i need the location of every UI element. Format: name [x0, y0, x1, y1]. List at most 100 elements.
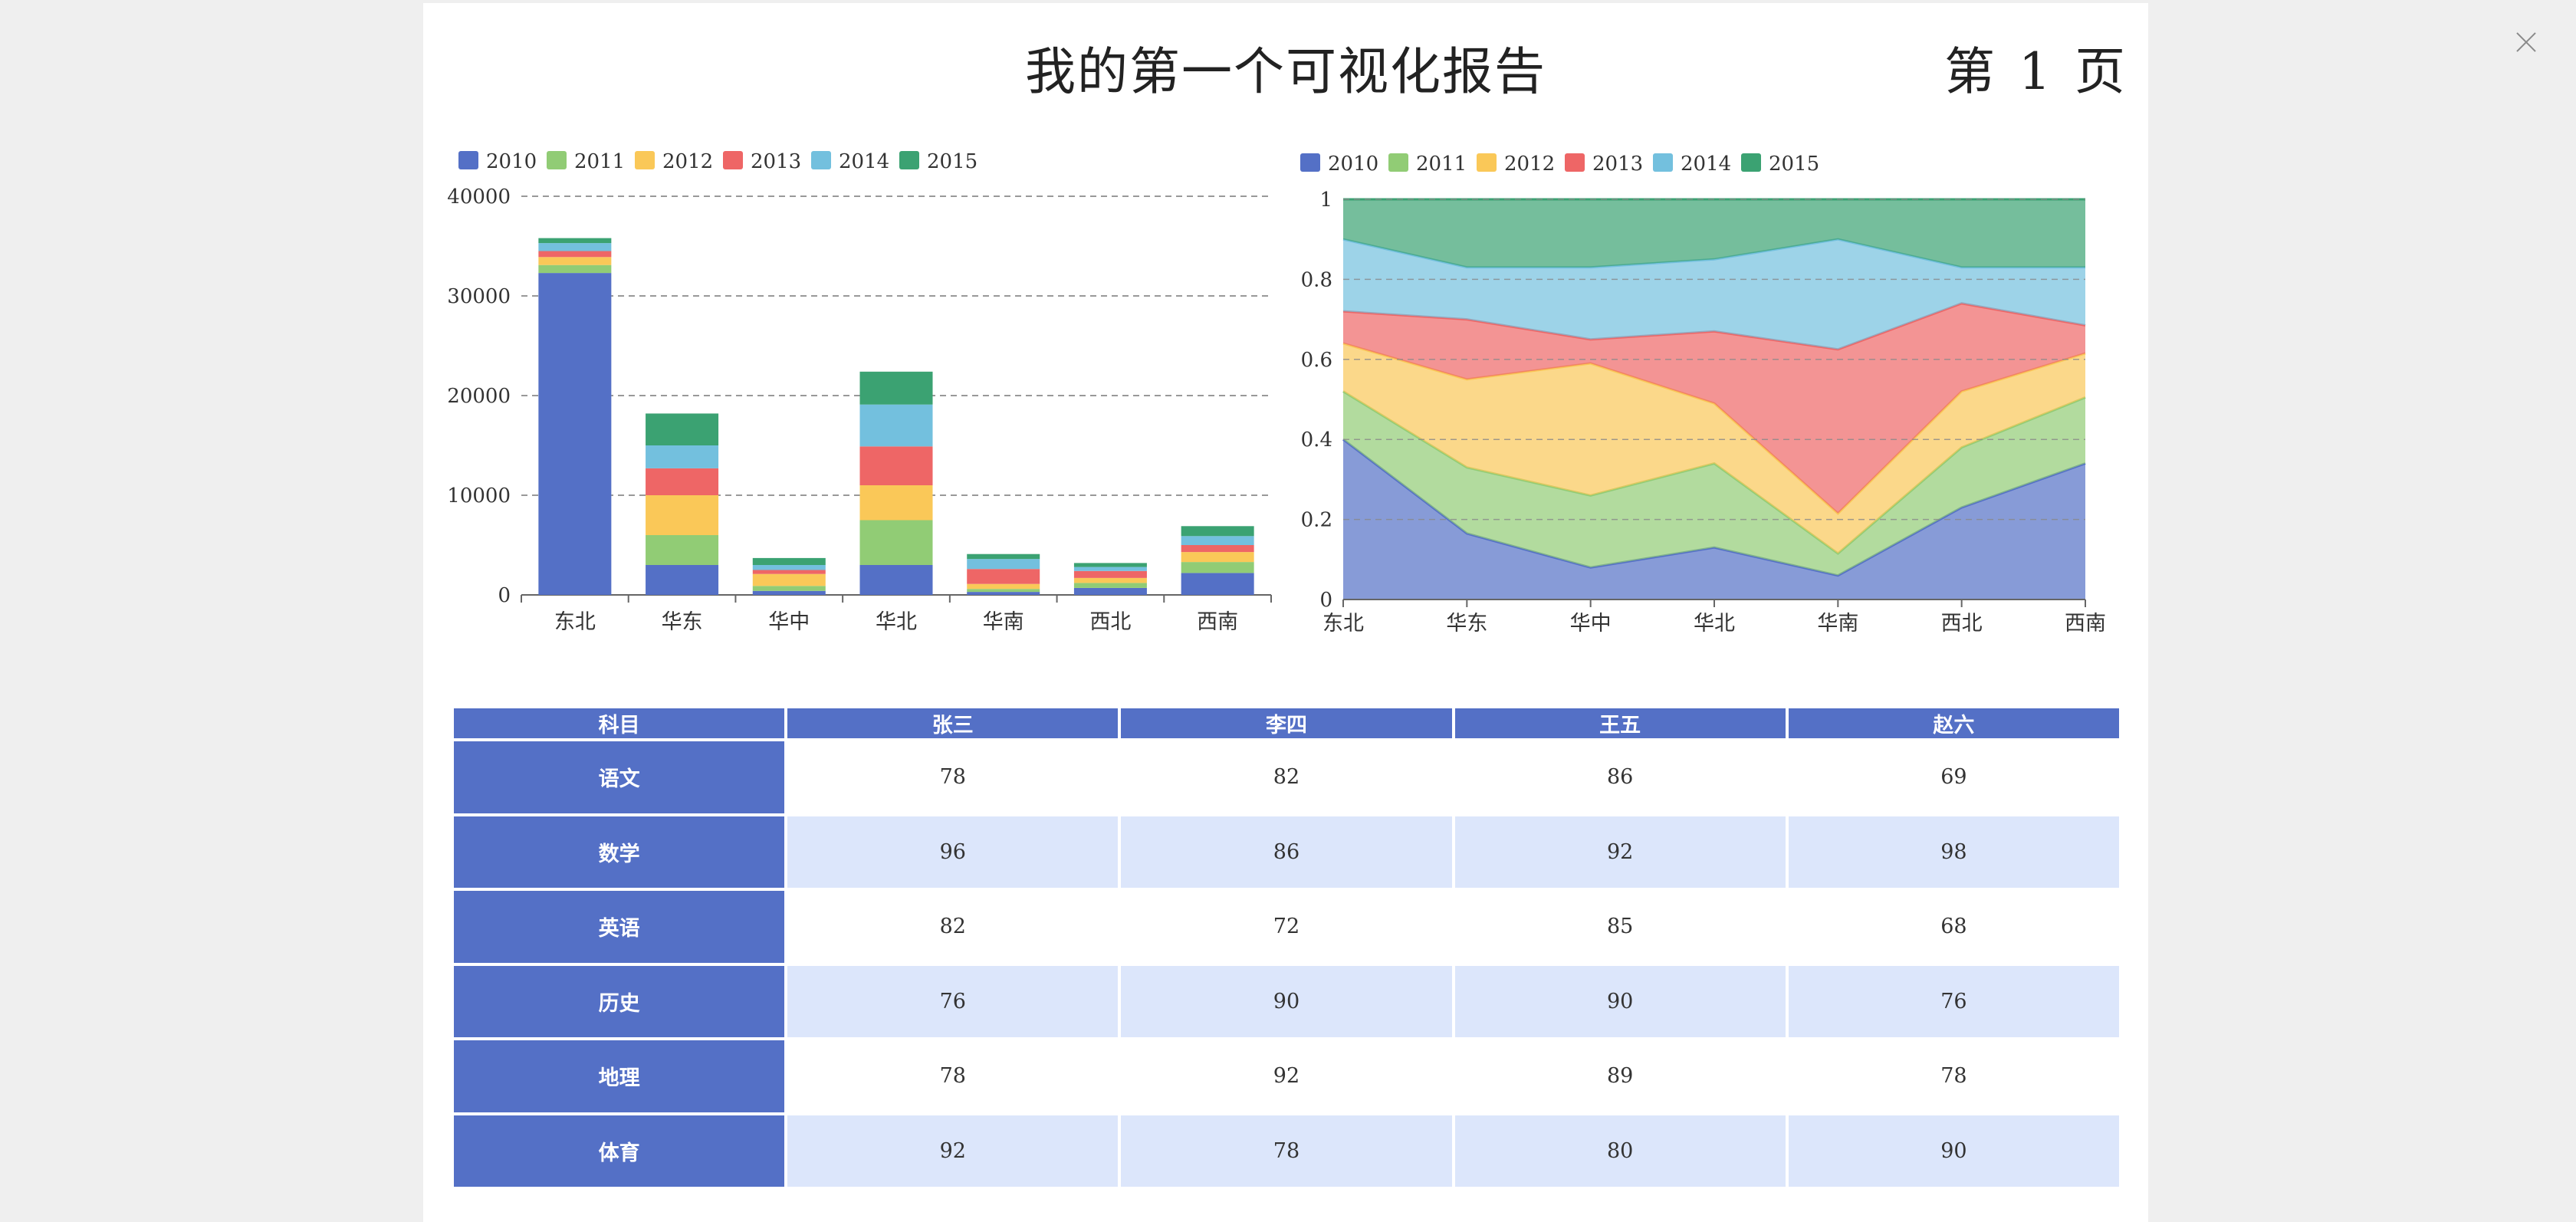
- table-row: 语文 78 82 86 69: [450, 738, 2123, 816]
- bar-segment: [646, 495, 719, 535]
- table-header-row: 科目 张三 李四 王五 赵六: [450, 705, 2123, 741]
- bar-segment: [1181, 562, 1254, 573]
- x-tick-label: 西北: [1089, 610, 1131, 634]
- bar-segment: [646, 535, 719, 565]
- score-cell: 76: [1785, 962, 2123, 1040]
- area-series: [1343, 239, 2085, 350]
- report-page: 我的第一个可视化报告 第 1 页 2010 2011 2012 2013 2014 201…: [423, 3, 2148, 1222]
- bar-segment: [538, 264, 612, 274]
- legend-swatch: [1653, 153, 1673, 172]
- bar-segment: [646, 413, 719, 445]
- legend-swatch: [1741, 153, 1761, 172]
- y-tick-label: 0: [498, 584, 511, 607]
- bar-segment: [538, 251, 612, 258]
- close-icon[interactable]: [2513, 29, 2539, 55]
- legend-label: 2015: [927, 150, 978, 173]
- legend-label: 2014: [839, 150, 889, 173]
- score-cell: 72: [1118, 888, 1455, 966]
- score-cell: 90: [1451, 962, 1789, 1040]
- score-cell: 96: [784, 813, 1122, 891]
- score-cell: 76: [784, 962, 1122, 1040]
- score-cell: 78: [784, 738, 1122, 816]
- legend-swatch: [1565, 153, 1585, 172]
- legend-swatch: [1477, 153, 1497, 172]
- bar-segment: [859, 485, 933, 521]
- x-tick-label: 华北: [1694, 612, 1735, 636]
- subject-cell: 地理: [450, 1037, 788, 1115]
- bar-segment: [1181, 552, 1254, 563]
- score-cell: 90: [1118, 962, 1455, 1040]
- bar-segment: [538, 243, 612, 251]
- score-cell: 90: [1785, 1112, 2123, 1190]
- score-cell: 98: [1785, 813, 2123, 891]
- bar-segment: [1073, 570, 1147, 578]
- score-cell: 85: [1451, 888, 1789, 966]
- y-tick-label: 0.4: [1301, 429, 1332, 452]
- report-title: 我的第一个可视化报告: [1025, 42, 1546, 101]
- score-cell: 80: [1451, 1112, 1789, 1190]
- header-student: 王五: [1451, 705, 1789, 741]
- header-subject: 科目: [450, 705, 788, 741]
- legend-item: 2012: [1477, 153, 1555, 176]
- area-series: [1343, 343, 2085, 554]
- legend-swatch: [635, 151, 655, 169]
- legend-item: 2010: [1300, 153, 1378, 176]
- bar-segment: [967, 583, 1040, 590]
- bar-segment: [1073, 567, 1147, 571]
- legend-label: 2012: [1504, 153, 1555, 176]
- score-cell: 68: [1785, 888, 2123, 966]
- bar-segment: [967, 554, 1040, 560]
- score-cell: 82: [784, 888, 1122, 966]
- score-cell: 86: [1451, 738, 1789, 816]
- legend-item: 2015: [1741, 153, 1819, 176]
- y-tick-label: 20000: [447, 385, 511, 408]
- legend-label: 2010: [486, 150, 537, 173]
- score-cell: 69: [1785, 738, 2123, 816]
- bar-segment: [859, 446, 933, 485]
- x-tick-label: 华南: [1817, 612, 1858, 636]
- x-tick-label: 东北: [554, 610, 596, 634]
- bar-segment: [752, 557, 826, 565]
- table-row: 体育 92 78 80 90: [450, 1112, 2123, 1190]
- bar-segment: [752, 570, 826, 574]
- legend-swatch: [723, 151, 743, 169]
- x-tick-label: 华东: [1446, 612, 1487, 636]
- bar-segment: [752, 573, 826, 586]
- x-tick-label: 西南: [2065, 612, 2106, 636]
- table-row: 数学 96 86 92 98: [450, 813, 2123, 891]
- y-tick-label: 0: [1319, 589, 1332, 612]
- x-tick-label: 西南: [1197, 610, 1238, 634]
- legend-item: 2013: [723, 150, 801, 173]
- bar-segment: [967, 589, 1040, 593]
- score-cell: 78: [1118, 1112, 1455, 1190]
- subject-cell: 历史: [450, 962, 788, 1040]
- legend-label: 2014: [1681, 153, 1731, 176]
- score-cell: 92: [1451, 813, 1789, 891]
- bar-segment: [1073, 563, 1147, 567]
- score-cell: 92: [1118, 1037, 1455, 1115]
- legend-swatch: [1300, 153, 1320, 172]
- legend-swatch: [547, 151, 567, 169]
- bar-segment: [1181, 573, 1254, 595]
- score-table: 科目 张三 李四 王五 赵六 语文 78 82 86 69 数学 96 86 9…: [450, 705, 2123, 1190]
- legend-item: 2015: [899, 150, 978, 173]
- x-tick-label: 华中: [768, 610, 810, 634]
- legend-swatch: [811, 151, 831, 169]
- table-row: 英语 82 72 85 68: [450, 888, 2123, 966]
- header-student: 张三: [784, 705, 1122, 741]
- legend-label: 2013: [751, 150, 801, 173]
- score-cell: 92: [784, 1112, 1122, 1190]
- table-row: 历史 76 90 90 76: [450, 962, 2123, 1040]
- subject-cell: 体育: [450, 1112, 788, 1190]
- x-tick-label: 华南: [983, 610, 1024, 634]
- bar-segment: [859, 520, 933, 565]
- score-cell: 86: [1118, 813, 1455, 891]
- legend-label: 2011: [574, 150, 625, 173]
- legend-item: 2014: [811, 150, 889, 173]
- legend-item: 2011: [1388, 153, 1467, 176]
- legend-item: 2011: [547, 150, 625, 173]
- x-tick-label: 华北: [876, 610, 917, 634]
- bar-segment: [538, 257, 612, 265]
- bar-segment: [967, 569, 1040, 584]
- x-tick-label: 西北: [1941, 612, 1983, 636]
